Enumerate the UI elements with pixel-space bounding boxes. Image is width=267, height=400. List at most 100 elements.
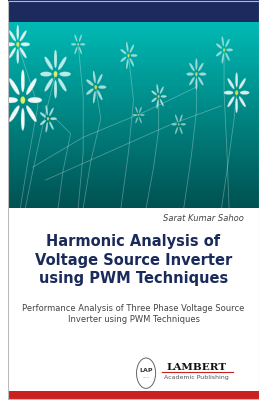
Ellipse shape: [239, 96, 246, 107]
Ellipse shape: [198, 63, 203, 71]
Bar: [8, 71, 259, 73]
Ellipse shape: [130, 58, 134, 66]
Ellipse shape: [86, 80, 93, 86]
Ellipse shape: [216, 51, 222, 56]
Ellipse shape: [93, 91, 96, 103]
Bar: [8, 38, 259, 41]
Bar: [8, 50, 259, 52]
Ellipse shape: [225, 53, 230, 61]
Ellipse shape: [126, 42, 128, 52]
Bar: [8, 176, 259, 178]
Bar: [8, 208, 259, 391]
Bar: [8, 66, 259, 68]
Bar: [8, 103, 259, 106]
Ellipse shape: [139, 117, 142, 123]
Ellipse shape: [133, 114, 137, 116]
Bar: [8, 36, 259, 38]
Bar: [8, 129, 259, 131]
Bar: [8, 27, 259, 29]
Ellipse shape: [195, 78, 197, 90]
Bar: [8, 29, 259, 31]
Bar: [8, 145, 259, 148]
Bar: [8, 31, 259, 34]
Ellipse shape: [4, 97, 18, 103]
Bar: [8, 76, 259, 78]
Circle shape: [47, 117, 49, 120]
Ellipse shape: [26, 106, 37, 122]
Bar: [8, 154, 259, 157]
Ellipse shape: [157, 100, 159, 108]
Ellipse shape: [46, 122, 48, 132]
Bar: [8, 173, 259, 176]
Bar: [8, 166, 259, 168]
Bar: [8, 136, 259, 138]
Bar: [8, 148, 259, 150]
Ellipse shape: [45, 78, 53, 91]
Ellipse shape: [97, 74, 102, 84]
Ellipse shape: [130, 44, 134, 53]
Text: Sarat Kumar Sahoo: Sarat Kumar Sahoo: [163, 214, 244, 223]
Ellipse shape: [224, 91, 233, 94]
Text: Academic Publishing: Academic Publishing: [164, 375, 229, 380]
Ellipse shape: [160, 86, 164, 94]
Bar: [8, 57, 259, 59]
Bar: [8, 194, 259, 196]
Ellipse shape: [71, 43, 76, 45]
Bar: [8, 54, 259, 57]
Ellipse shape: [21, 70, 25, 92]
Ellipse shape: [9, 78, 19, 95]
Circle shape: [178, 123, 180, 126]
Ellipse shape: [135, 107, 138, 113]
Text: Harmonic Analysis of
Voltage Source Inverter
using PWM Techniques: Harmonic Analysis of Voltage Source Inve…: [35, 234, 232, 286]
Bar: [8, 122, 259, 124]
Circle shape: [195, 72, 198, 76]
Ellipse shape: [131, 54, 137, 57]
Ellipse shape: [49, 108, 53, 116]
Bar: [8, 203, 259, 206]
Ellipse shape: [21, 108, 25, 130]
Bar: [8, 43, 259, 45]
Circle shape: [95, 85, 97, 89]
Ellipse shape: [175, 115, 178, 122]
Ellipse shape: [126, 59, 128, 69]
Bar: [8, 48, 259, 50]
Ellipse shape: [172, 123, 177, 125]
Bar: [8, 120, 259, 122]
Bar: [8, 201, 259, 203]
Ellipse shape: [80, 43, 85, 45]
Ellipse shape: [20, 30, 26, 41]
Bar: [8, 192, 259, 194]
Bar: [8, 140, 259, 143]
Ellipse shape: [74, 47, 77, 54]
Bar: [8, 90, 259, 92]
Text: LAP: LAP: [139, 368, 153, 373]
Ellipse shape: [135, 117, 138, 123]
Bar: [8, 0, 259, 22]
Bar: [8, 178, 259, 180]
Ellipse shape: [79, 47, 82, 54]
Ellipse shape: [199, 73, 206, 76]
Ellipse shape: [181, 123, 186, 125]
Ellipse shape: [198, 77, 203, 85]
Bar: [8, 78, 259, 80]
Circle shape: [136, 358, 156, 388]
Ellipse shape: [222, 54, 224, 64]
Ellipse shape: [50, 118, 57, 120]
Ellipse shape: [227, 96, 234, 107]
Ellipse shape: [189, 63, 194, 71]
Bar: [8, 159, 259, 162]
Ellipse shape: [225, 39, 230, 47]
Bar: [8, 41, 259, 43]
Bar: [8, 391, 259, 400]
Bar: [8, 94, 259, 96]
Ellipse shape: [240, 91, 249, 94]
Ellipse shape: [161, 95, 167, 98]
Circle shape: [223, 48, 225, 52]
Bar: [8, 150, 259, 152]
Ellipse shape: [152, 98, 157, 102]
Circle shape: [21, 96, 25, 104]
Bar: [8, 113, 259, 115]
Bar: [8, 185, 259, 187]
Bar: [8, 45, 259, 48]
Ellipse shape: [180, 127, 182, 134]
